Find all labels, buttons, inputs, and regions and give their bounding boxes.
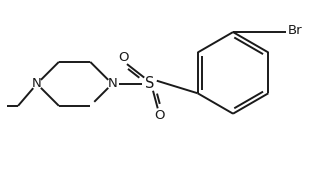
Text: N: N — [107, 77, 117, 90]
Text: S: S — [145, 76, 154, 91]
Text: O: O — [154, 109, 165, 122]
Text: N: N — [32, 77, 42, 90]
Text: O: O — [118, 51, 129, 64]
Text: Br: Br — [288, 24, 303, 37]
